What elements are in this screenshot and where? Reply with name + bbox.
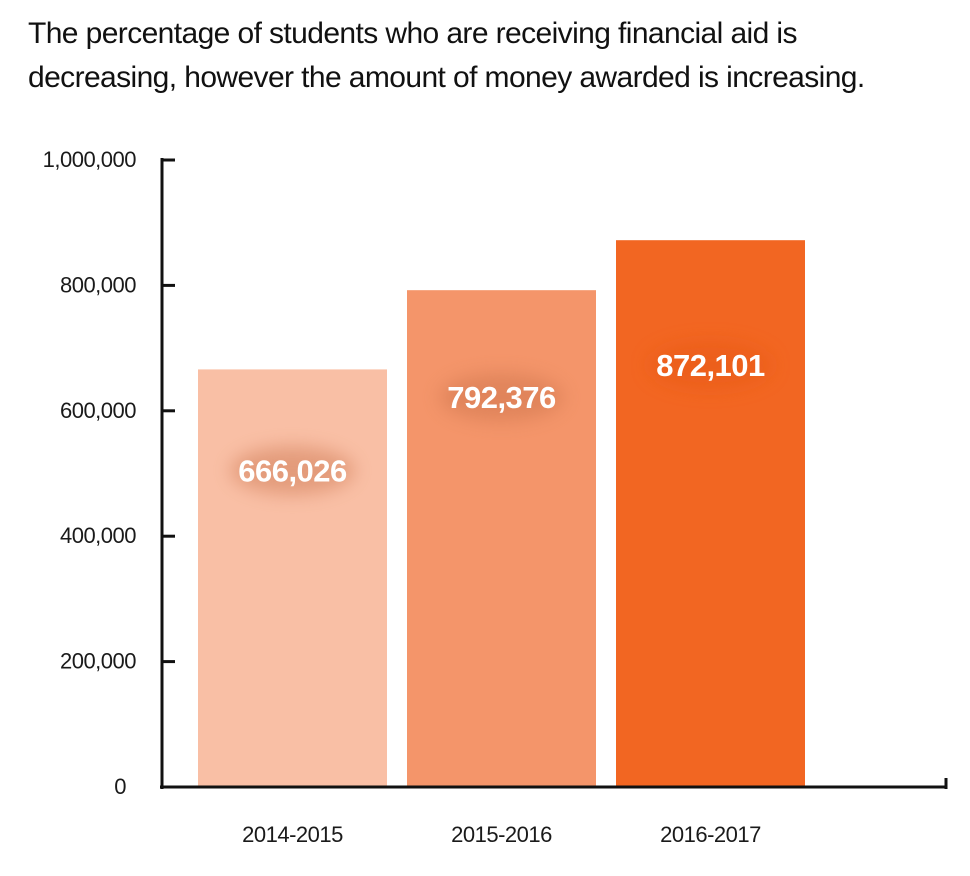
bar-2014-2015 bbox=[198, 369, 387, 787]
x-tick-label: 2015-2016 bbox=[451, 822, 552, 847]
x-tick-label: 2014-2015 bbox=[242, 822, 343, 847]
chart-title: The percentage of students who are recei… bbox=[28, 17, 865, 94]
y-tick-label: 600,000 bbox=[60, 398, 136, 423]
value-label-glow bbox=[439, 373, 564, 422]
labels-layer: 666,026 2014-2015 792,376 2015-2016 872,101 2… bbox=[43, 147, 773, 847]
value-label-glow bbox=[648, 341, 773, 390]
bars-layer bbox=[198, 240, 805, 787]
value-label-2015-2016: 792,376 bbox=[447, 380, 556, 415]
x-tick-label: 2016-2017 bbox=[660, 822, 761, 847]
bar-2016-2017 bbox=[616, 240, 805, 787]
value-label-glow bbox=[230, 446, 355, 495]
value-label-2016-2017: 872,101 bbox=[656, 348, 765, 383]
axes-layer bbox=[160, 158, 948, 789]
y-tick-label: 400,000 bbox=[60, 523, 136, 548]
bar-2015-2016 bbox=[407, 290, 596, 787]
y-tick-label: 800,000 bbox=[60, 272, 136, 297]
y-tick-label: 1,000,000 bbox=[43, 147, 137, 172]
value-label-2014-2015: 666,026 bbox=[238, 453, 347, 488]
y-tick-label: 200,000 bbox=[60, 649, 136, 674]
y-tick-label: 0 bbox=[114, 774, 126, 799]
